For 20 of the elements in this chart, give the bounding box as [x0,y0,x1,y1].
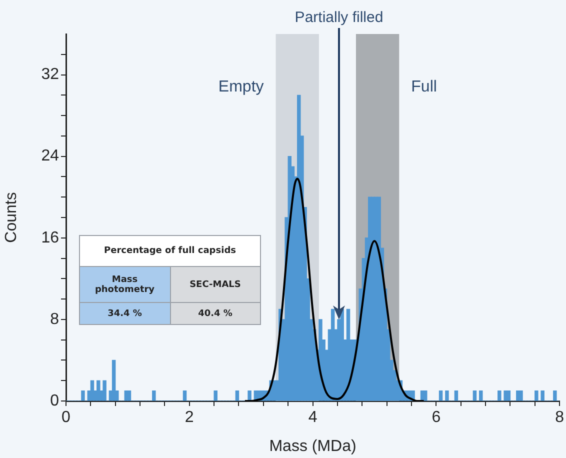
annotation: Partially filled [294,9,384,26]
annotation: SEC-MALS [170,266,260,302]
annotation: Mass photometry [80,266,170,302]
x-tick-label: 0 [62,409,71,426]
x-tick-label: 2 [184,409,194,426]
band-label: Empty [218,78,264,96]
x-axis-title: Mass (MDa) [269,438,356,455]
x-tick-label: 8 [555,409,564,426]
y-axis-title: Counts [3,192,20,243]
x-tick-label: 4 [308,409,318,426]
y-tick-label: 24 [41,148,60,165]
y-tick-label: 8 [50,310,60,328]
band-label: Full [411,78,437,96]
y-tick-label: 16 [41,229,60,246]
y-tick-label: 0 [50,392,60,410]
x-tick-label: 6 [432,409,441,426]
annotation: 40.4 % [170,302,260,324]
y-tick-label: 32 [41,66,60,84]
annotation: 34.4 % [80,302,170,324]
annotation: Percentage of full capsids [80,236,260,266]
